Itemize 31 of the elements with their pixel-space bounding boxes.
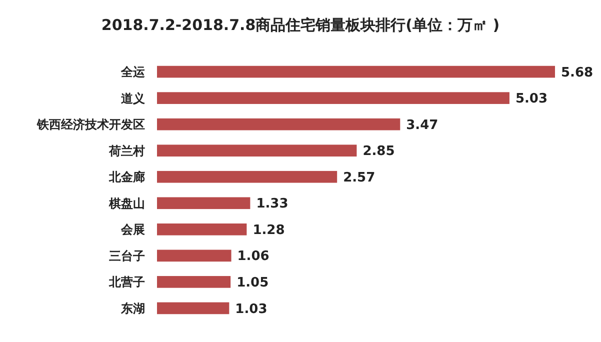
data-label: 5.03 <box>515 92 548 107</box>
bar <box>157 302 230 314</box>
data-label: 5.68 <box>561 65 594 80</box>
y-tick-label: 荷兰村 <box>108 144 145 158</box>
bar <box>157 276 231 288</box>
bar <box>157 170 338 183</box>
y-tick-label: 棋盘山 <box>108 196 145 210</box>
y-tick-label: 东湖 <box>120 301 145 316</box>
chart-title: 2018.7.2-2018.7.8商品住宅销量板块排行(单位：万㎡ ) <box>101 16 500 34</box>
bar <box>157 197 250 210</box>
y-tick-label: 三台子 <box>109 248 145 263</box>
y-tick-label: 道义 <box>120 91 146 106</box>
data-label: 1.28 <box>252 222 285 238</box>
data-label: 2.85 <box>362 144 395 160</box>
y-tick-label: 北金廊 <box>108 170 145 184</box>
bar <box>157 92 510 104</box>
data-label: 3.47 <box>406 118 438 133</box>
data-label: 1.05 <box>236 275 269 290</box>
y-tick-label: 会展 <box>120 222 145 237</box>
bar <box>157 144 357 157</box>
y-tick-label: 北营子 <box>108 275 145 290</box>
data-label: 2.57 <box>343 170 376 186</box>
data-label: 1.33 <box>256 196 288 212</box>
bar <box>157 223 247 236</box>
bar <box>157 250 232 262</box>
data-label: 1.06 <box>237 249 270 264</box>
y-tick-label: 全运 <box>120 64 146 79</box>
data-label: 1.03 <box>235 302 268 317</box>
bar <box>157 118 400 130</box>
y-tick-label: 铁西经济技术开发区 <box>36 118 145 132</box>
bar <box>157 66 555 78</box>
